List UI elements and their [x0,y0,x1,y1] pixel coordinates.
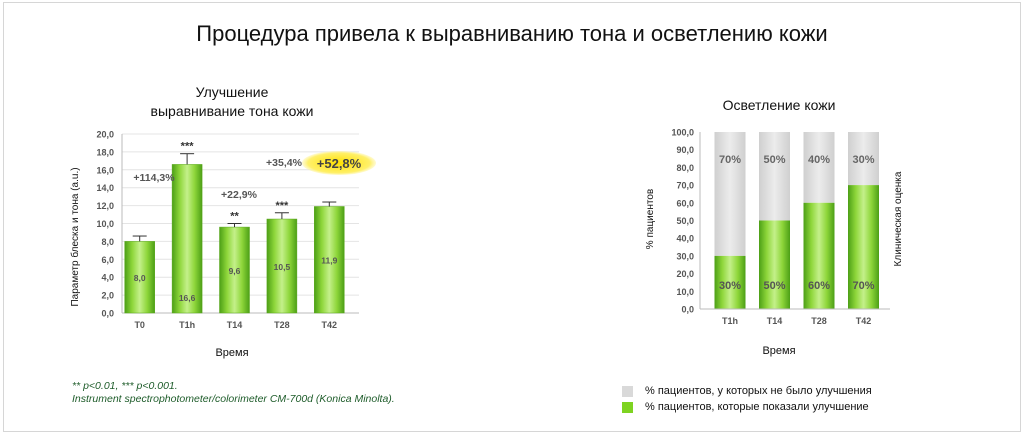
chart2-ytick: 10,0 [676,287,694,297]
chart2-ytick: 20,0 [676,269,694,279]
chart1-annotation-highlight [302,151,376,175]
chart2-ytick: 80,0 [676,163,694,173]
chart2-bar-improvement [714,255,746,309]
chart2-xlabel: Время [762,345,795,357]
chart1-bar [314,206,345,314]
chart2-label-no-improvement: 40% [808,154,830,166]
chart2-label-no-improvement: 30% [852,154,874,166]
chart2-ytick: 30,0 [676,251,694,261]
chart1-ytick: 6,0 [101,255,114,265]
footnote-instrument: Instrument spectrophotometer/colorimeter… [72,393,395,405]
chart1-bar [171,164,203,314]
chart1-xtick: T14 [227,320,243,330]
legend-item-improvement: % пациентов, которые показали улучшение [622,399,872,415]
legend-label: % пациентов, которые показали улучшение [645,401,869,413]
chart2-ytick: 60,0 [676,198,694,208]
chart2-label-no-improvement: 70% [719,154,741,166]
chart2-xtick: T1h [722,316,738,326]
slide-title: Процедура привела к выравниванию тона и … [196,21,828,46]
chart2-label-improvement: 70% [852,280,874,292]
chart1-ytick: 12,0 [96,201,114,211]
chart1-xlabel: Время [215,347,248,359]
chart2-xtick: T14 [767,316,783,326]
chart1-significance: *** [275,200,289,212]
charts-canvas: Улучшение выравнивание тона кожи 20,0 18,0 1… [69,84,904,359]
chart1-annotation: +35,4% [266,157,303,169]
chart2-label-improvement: 50% [763,280,785,292]
chart1-value-label: 8,0 [134,273,146,283]
legend-label: % пациентов, у которых не было улучшения [645,385,872,397]
chart1-annotation: +114,3% [133,172,175,184]
chart2-xtick: T42 [856,316,872,326]
legend-swatch-grey [622,385,633,397]
chart1-title: Улучшение [196,84,269,100]
chart2-bar-no-improvement [848,132,879,186]
legend-swatch-green [622,401,633,413]
chart2-label-improvement: 30% [719,280,741,292]
chart1-value-label: 9,6 [229,266,241,276]
chart2-ytick: 90,0 [676,145,694,155]
chart2-label-no-improvement: 50% [763,154,785,166]
chart2-ytick: 50,0 [676,216,694,226]
chart1-value-label: 16,6 [179,293,196,303]
chart2-bar-improvement [759,220,790,309]
chart1-significance: ** [230,211,239,223]
chart1-value-label: 10,5 [274,262,291,272]
chart1-annotation-highlighted: +52,8% [317,156,362,171]
footnote: ** p<0.01, *** p<0.001. Instrument spect… [72,380,395,406]
chart1-xtick: T1h [179,320,195,330]
chart2-ylabel-right: Клиническая оценка [893,171,904,266]
legend: % пациентов, у которых не было улучшения… [622,383,872,415]
chart1-ylabel: Параметр блеска и тона (a.u.) [69,167,81,306]
chart2-title: Осветление кожи [723,97,836,113]
chart2-ylabel: % пациентов [645,189,656,249]
chart2-bar-no-improvement [714,132,746,256]
footnote-significance: ** p<0.01, *** p<0.001. [72,380,178,392]
chart2-ytick: 0,0 [681,305,694,315]
chart1-ytick: 0,0 [101,309,114,319]
chart1-ytick: 18,0 [96,147,114,157]
slide: Процедура привела к выравниванию тона и … [3,2,1021,432]
chart1-xtick: T0 [134,320,145,330]
chart1-subtitle: выравнивание тона кожи [151,103,314,119]
chart2-ytick: 40,0 [676,234,694,244]
chart2-label-improvement: 60% [808,280,830,292]
chart2-ytick: 100,0 [671,128,694,138]
chart2-bar-improvement [848,185,879,309]
chart2-bar-no-improvement [803,132,835,203]
chart1-xtick: T28 [274,320,290,330]
chart2-bar-improvement [803,202,835,309]
chart1-ytick: 2,0 [101,291,114,301]
chart1-ytick: 14,0 [96,183,114,193]
chart1-ytick: 8,0 [101,237,114,247]
chart1-bar [266,218,298,314]
chart1-annotation: +22,9% [221,189,258,201]
legend-item-no-improvement: % пациентов, у которых не было улучшения [622,383,872,399]
chart1-value-label: 11,9 [321,256,337,266]
chart1-ytick: 20,0 [96,130,114,140]
chart1-xtick: T42 [322,320,338,330]
chart1-ytick: 16,0 [96,165,114,175]
chart1-significance: *** [181,141,195,153]
chart2-ytick: 70,0 [676,181,694,191]
chart1-ytick: 4,0 [101,273,114,283]
chart2-bar-no-improvement [759,132,790,221]
chart1-ytick: 10,0 [96,219,114,229]
chart2-xtick: T28 [811,316,827,326]
chart1-bar [219,226,250,314]
chart1-bar [124,241,155,314]
